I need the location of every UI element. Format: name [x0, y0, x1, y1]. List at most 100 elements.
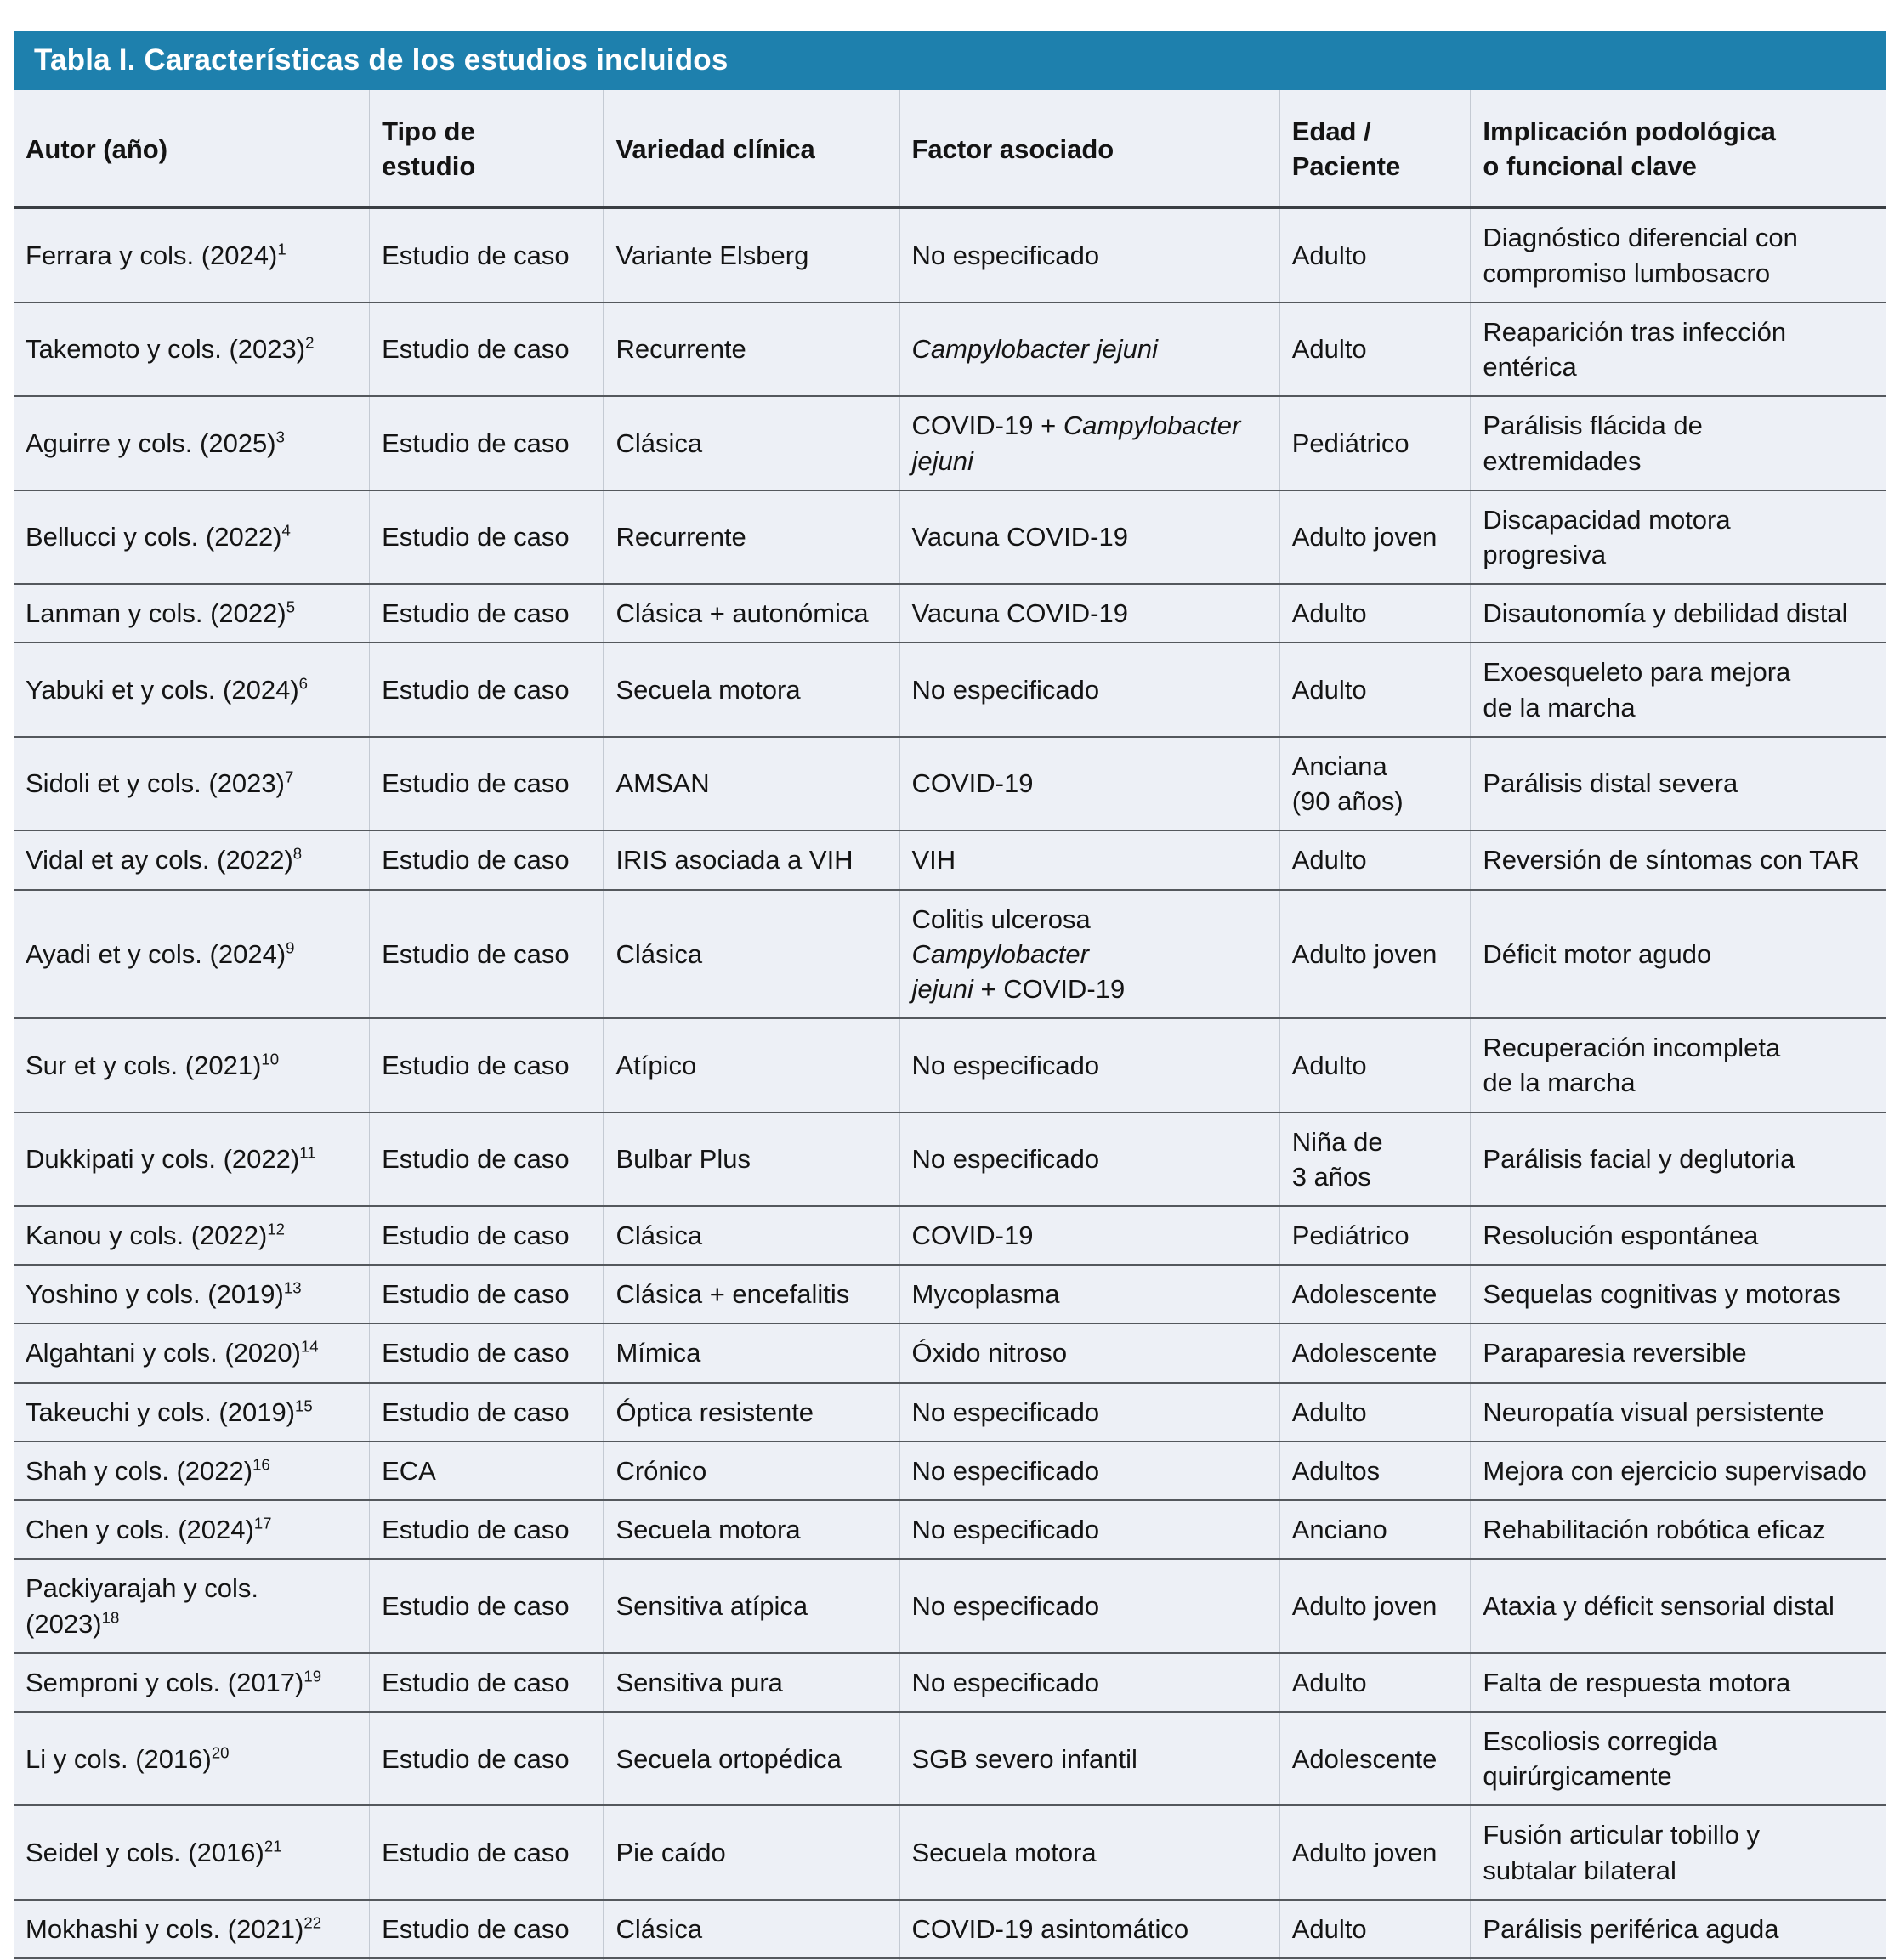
cell-implication: Paraparesia reversible — [1470, 1323, 1886, 1383]
table-row: Packiyarajah y cols. (2023)18 Estudio de… — [14, 1558, 1886, 1653]
cell-study-type: Estudio de caso — [369, 1381, 604, 1442]
cell-implication: Ataxia y déficit sensorial distal — [1470, 1558, 1886, 1653]
cell-age-patient: Pediátrico — [1279, 395, 1471, 490]
table-row: Aguirre y cols. (2025)3 Estudio de caso … — [14, 395, 1886, 490]
table-row: Yoshino y cols. (2019)13 Estudio de caso… — [14, 1264, 1886, 1324]
cell-associated-factor: COVID-19 asintomático — [899, 1898, 1280, 1959]
table-row: Ferrara y cols. (2024)1 Estudio de caso … — [14, 207, 1886, 303]
cell-implication: Parálisis periférica aguda — [1470, 1898, 1886, 1959]
cell-associated-factor: No especificado — [899, 1017, 1280, 1113]
cell-associated-factor: Óxido nitroso — [899, 1323, 1280, 1383]
cell-study-type: Estudio de caso — [369, 1499, 604, 1560]
cell-clinical-variant: Secuela motora — [603, 1499, 899, 1560]
cell-age-patient: Niña de 3 años — [1279, 1111, 1471, 1207]
cell-clinical-variant: Recurrente — [603, 489, 899, 585]
table-row: Yabuki et y cols. (2024)6 Estudio de cas… — [14, 642, 1886, 737]
table-row: Sidoli et y cols. (2023)7 Estudio de cas… — [14, 735, 1886, 831]
column-header-factor-asociado: Factor asociado — [899, 90, 1280, 210]
cell-age-patient: Adulto — [1279, 301, 1471, 397]
cell-age-patient: Adulto joven — [1279, 1804, 1471, 1900]
cell-author: Kanou y cols. (2022)12 — [14, 1205, 370, 1266]
cell-author: Seidel y cols. (2016)21 — [14, 1804, 370, 1900]
cell-study-type: Estudio de caso — [369, 830, 604, 890]
cell-author: Aguirre y cols. (2025)3 — [14, 395, 370, 490]
cell-implication: Diagnóstico diferencial con compromiso l… — [1470, 207, 1886, 303]
cell-author: Mokhashi y cols. (2021)22 — [14, 1898, 370, 1959]
studies-table: Autor (año) Tipo de estudio Variedad clí… — [14, 90, 1886, 1960]
cell-associated-factor: Campylobacter jejuni — [899, 301, 1280, 397]
cell-study-type: Estudio de caso — [369, 1205, 604, 1266]
table-row: Takeuchi y cols. (2019)15 Estudio de cas… — [14, 1381, 1886, 1442]
column-header-tipo-estudio: Tipo de estudio — [369, 90, 604, 210]
cell-author: Algahtani y cols. (2020)14 — [14, 1323, 370, 1383]
cell-age-patient: Adulto — [1279, 1381, 1471, 1442]
cell-author: Takemoto y cols. (2023)2 — [14, 301, 370, 397]
cell-associated-factor: Colitis ulcerosa Campylobacter jejuni + CO… — [899, 888, 1280, 1019]
cell-clinical-variant: Secuela motora — [603, 642, 899, 737]
cell-author: George y cols. (2022)23 — [14, 1957, 370, 1960]
cell-study-type: Estudio de caso — [369, 207, 604, 303]
cell-study-type: Estudio de caso — [369, 1264, 604, 1324]
cell-author: Ayadi et y cols. (2024)9 — [14, 888, 370, 1019]
table-row: Seidel y cols. (2016)21 Estudio de caso … — [14, 1804, 1886, 1900]
cell-author: Li y cols. (2016)20 — [14, 1710, 370, 1806]
table-title-bar: Tabla I. Características de los estudios… — [14, 31, 1886, 90]
cell-age-patient: Anciana (90 años) — [1279, 735, 1471, 831]
cell-study-type: Estudio de caso — [369, 1323, 604, 1383]
cell-implication: Sequelas cognitivas y motoras — [1470, 1264, 1886, 1324]
cell-implication: Déficit motor agudo — [1470, 888, 1886, 1019]
cell-clinical-variant: AMSAN — [603, 735, 899, 831]
cell-author: Sidoli et y cols. (2023)7 — [14, 735, 370, 831]
cell-associated-factor: No especificado — [899, 207, 1280, 303]
cell-associated-factor: No especificado — [899, 1558, 1280, 1653]
cell-author: Semproni y cols. (2017)19 — [14, 1651, 370, 1712]
cell-author: Dukkipati y cols. (2022)11 — [14, 1111, 370, 1207]
cell-age-patient: Adulto — [1279, 830, 1471, 890]
cell-clinical-variant: Clásica — [603, 1957, 899, 1960]
cell-associated-factor: No especificado — [899, 642, 1280, 737]
cell-age-patient: Adolescente — [1279, 1264, 1471, 1324]
table-row: Chen y cols. (2024)17 Estudio de caso Se… — [14, 1499, 1886, 1560]
cell-clinical-variant: Mímica — [603, 1323, 899, 1383]
cell-associated-factor: Vacuna COVID-19 — [899, 583, 1280, 643]
cell-study-type: Estudio de caso — [369, 1804, 604, 1900]
cell-implication: Disautonomía y debilidad distal — [1470, 583, 1886, 643]
cell-age-patient: Adulto joven — [1279, 1957, 1471, 1960]
cell-age-patient: Adulto joven — [1279, 888, 1471, 1019]
cell-implication: Resolución espontánea — [1470, 1205, 1886, 1266]
column-header-implicacion: Implicación podológica o funcional clave — [1470, 90, 1886, 210]
cell-study-type: Estudio de caso — [369, 1898, 604, 1959]
table-row: Algahtani y cols. (2020)14 Estudio de ca… — [14, 1323, 1886, 1383]
header-row: Autor (año) Tipo de estudio Variedad clí… — [14, 90, 1886, 210]
table-row: Semproni y cols. (2017)19 Estudio de cas… — [14, 1651, 1886, 1712]
cell-implication: Neuropatía visual persistente — [1470, 1381, 1886, 1442]
cell-age-patient: Adulto — [1279, 1898, 1471, 1959]
cell-clinical-variant: Clásica — [603, 1898, 899, 1959]
cell-associated-factor: COVID-19 — [899, 735, 1280, 831]
cell-author: Bellucci y cols. (2022)4 — [14, 489, 370, 585]
cell-age-patient: Adulto — [1279, 583, 1471, 643]
cell-implication: Mejora con ejercicio supervisado — [1470, 1440, 1886, 1501]
cell-associated-factor: Vacuna COVID-19 — [899, 489, 1280, 585]
cell-author: Lanman y cols. (2022)5 — [14, 583, 370, 643]
cell-associated-factor: No especificado — [899, 1440, 1280, 1501]
table-row: Ayadi et y cols. (2024)9 Estudio de caso… — [14, 888, 1886, 1019]
table-row: Takemoto y cols. (2023)2 Estudio de caso… — [14, 301, 1886, 397]
column-header-variedad-clinica: Variedad clínica — [603, 90, 899, 210]
table-row: Li y cols. (2016)20 Estudio de caso Secu… — [14, 1710, 1886, 1806]
cell-age-patient: Adulto joven — [1279, 1558, 1471, 1653]
cell-associated-factor: SGB severo infantil — [899, 1710, 1280, 1806]
cell-associated-factor: Vacuna Moderna — [899, 1957, 1280, 1960]
cell-clinical-variant: Bulbar Plus — [603, 1111, 899, 1207]
table-row: Sur et y cols. (2021)10 Estudio de caso … — [14, 1017, 1886, 1113]
table-row: Mokhashi y cols. (2021)22 Estudio de cas… — [14, 1898, 1886, 1959]
cell-associated-factor: VIH — [899, 830, 1280, 890]
cell-age-patient: Adulto — [1279, 207, 1471, 303]
cell-clinical-variant: Óptica resistente — [603, 1381, 899, 1442]
cell-study-type: Estudio de caso — [369, 888, 604, 1019]
cell-implication: Recuperación parcial tras terapia conven… — [1470, 1957, 1886, 1960]
table-row: Dukkipati y cols. (2022)11 Estudio de ca… — [14, 1111, 1886, 1207]
cell-study-type: Estudio de caso — [369, 1017, 604, 1113]
table-title: Tabla I. Características de los estudios… — [34, 43, 729, 76]
